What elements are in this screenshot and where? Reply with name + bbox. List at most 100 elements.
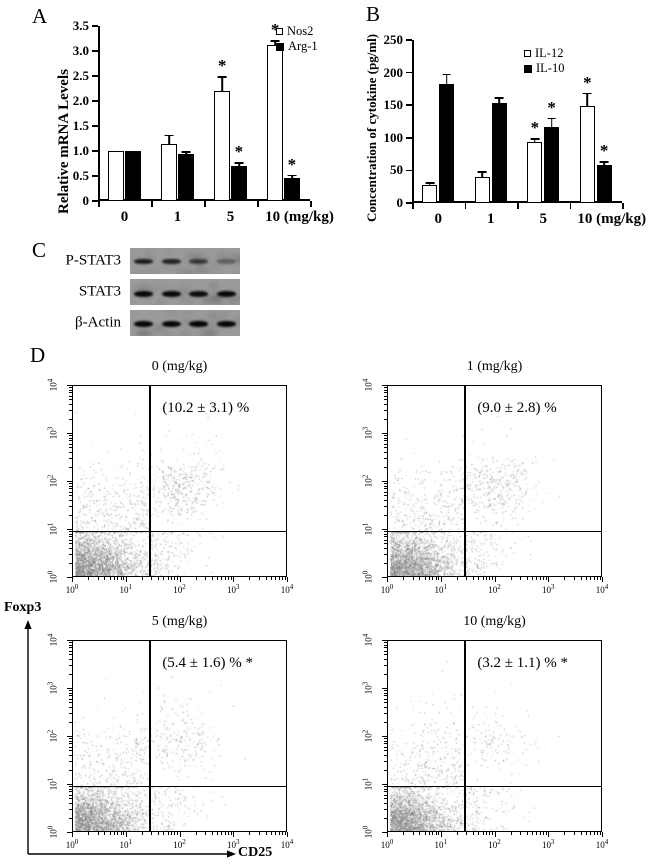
y-tick-label: 3.5 bbox=[72, 18, 89, 33]
x-axis-major-tick bbox=[179, 577, 181, 582]
y-axis-minor-tick bbox=[384, 389, 387, 391]
y-axis-minor-tick bbox=[69, 738, 72, 740]
bar-il-10-5 bbox=[544, 126, 560, 203]
x-axis-minor-tick bbox=[224, 577, 226, 580]
y-axis-minor-tick bbox=[384, 755, 387, 757]
y-axis-minor-tick bbox=[384, 458, 387, 460]
blot-background-noise bbox=[228, 301, 235, 304]
y-axis-major-tick bbox=[67, 784, 72, 786]
y-axis-minor-tick bbox=[384, 788, 387, 790]
x-axis-tick-label: 100 bbox=[380, 583, 394, 595]
blot-background-noise bbox=[209, 324, 224, 332]
y-tick-label: 100 bbox=[383, 129, 404, 145]
error-bar bbox=[586, 92, 589, 106]
flow-percentage-label: (3.2 ± 1.1) % * bbox=[477, 655, 569, 671]
x-axis-major-tick bbox=[602, 832, 604, 837]
x-axis-minor-tick bbox=[596, 832, 598, 835]
x-axis-tick-label: 101 bbox=[119, 838, 133, 850]
x-axis-minor-tick bbox=[174, 832, 176, 835]
x-axis-minor-tick bbox=[221, 577, 223, 580]
x-axis-minor-tick bbox=[167, 832, 169, 835]
blot-background-noise bbox=[236, 255, 240, 265]
x-axis-minor-tick bbox=[151, 577, 153, 580]
gate-line-vertical bbox=[464, 386, 466, 576]
x-axis-minor-tick bbox=[228, 577, 230, 580]
bar-il-10-0 bbox=[439, 84, 455, 203]
y-axis-minor-tick bbox=[69, 437, 72, 439]
x-axis-minor-tick bbox=[593, 832, 595, 835]
x-axis-minor-tick bbox=[428, 832, 430, 835]
x-axis-minor-tick bbox=[545, 832, 547, 835]
blot-background-noise bbox=[134, 331, 153, 336]
blot-background-noise bbox=[201, 297, 212, 303]
y-axis-tick-label: 101 bbox=[46, 522, 59, 536]
x-axis-minor-tick bbox=[158, 577, 160, 580]
significance-star: * bbox=[583, 72, 592, 92]
y-axis-minor-tick bbox=[69, 803, 72, 805]
y-tick-label: 150 bbox=[383, 97, 404, 113]
blot-background-noise bbox=[212, 318, 224, 323]
y-axis-minor-tick bbox=[69, 404, 72, 406]
x-tick bbox=[257, 201, 259, 207]
x-axis-minor-tick bbox=[486, 577, 488, 580]
bar-il-10-1 bbox=[491, 102, 507, 203]
x-axis-minor-tick bbox=[403, 577, 405, 580]
panel-b-legend: IL-12 IL-10 bbox=[524, 46, 564, 76]
y-tick-label: 1.5 bbox=[72, 118, 89, 133]
x-axis-minor-tick bbox=[412, 832, 414, 835]
y-axis-minor-tick bbox=[384, 531, 387, 533]
x-tick-label: 10 (mg/kg) bbox=[577, 211, 647, 227]
x-axis-minor-tick bbox=[195, 832, 197, 835]
x-axis-minor-tick bbox=[432, 577, 434, 580]
gate-line-horizontal bbox=[388, 785, 601, 788]
blot-background-noise bbox=[165, 249, 174, 253]
y-axis-minor-tick bbox=[384, 721, 387, 723]
error-bar bbox=[168, 134, 170, 144]
blot-background-noise bbox=[176, 286, 181, 291]
x-axis-minor-tick bbox=[539, 577, 541, 580]
significance-star: * bbox=[599, 141, 609, 161]
x-axis-minor-tick bbox=[482, 832, 484, 835]
y-axis-major-tick bbox=[67, 640, 72, 642]
x-axis-minor-tick bbox=[510, 577, 512, 580]
blot-band bbox=[161, 290, 181, 298]
blot-background-noise bbox=[145, 269, 161, 274]
flow-plot-area bbox=[387, 640, 602, 832]
y-axis-tick-label: 104 bbox=[46, 378, 59, 392]
error-bar bbox=[445, 73, 448, 85]
y-axis-minor-tick bbox=[384, 491, 387, 493]
y-axis-minor-tick bbox=[69, 514, 72, 516]
blot-background-noise bbox=[165, 310, 179, 315]
y-axis-minor-tick bbox=[384, 536, 387, 538]
y-axis-major-tick bbox=[382, 481, 387, 483]
error-bar bbox=[603, 161, 605, 165]
x-axis-minor-tick bbox=[573, 832, 575, 835]
y-axis-minor-tick bbox=[69, 702, 72, 704]
blot-background-noise bbox=[144, 248, 151, 258]
y-axis-minor-tick bbox=[384, 392, 387, 394]
error-bar bbox=[429, 182, 431, 186]
x-axis-minor-tick bbox=[281, 577, 283, 580]
x-axis-tick-label: 102 bbox=[173, 838, 186, 850]
significance-star: * bbox=[217, 56, 227, 75]
x-axis-minor-tick bbox=[211, 832, 213, 835]
y-axis-minor-tick bbox=[69, 707, 72, 709]
y-axis-minor-tick bbox=[69, 539, 72, 541]
y-axis-minor-tick bbox=[69, 410, 72, 412]
y-tick bbox=[406, 104, 412, 106]
y-axis-minor-tick bbox=[384, 673, 387, 675]
flow-plot-title: 10 (mg/kg) bbox=[463, 614, 526, 629]
x-axis-major-tick bbox=[125, 832, 127, 837]
y-axis-minor-tick bbox=[384, 665, 387, 667]
blot-background-noise bbox=[192, 332, 210, 336]
bar-il-10-10 bbox=[596, 164, 612, 203]
x-axis-major-tick bbox=[440, 832, 442, 837]
x-axis-minor-tick bbox=[163, 832, 165, 835]
flow-plot-title: 1 (mg/kg) bbox=[466, 359, 523, 374]
y-axis-minor-tick bbox=[384, 738, 387, 740]
y-axis-minor-tick bbox=[69, 387, 72, 389]
x-axis-tick-label: 101 bbox=[434, 583, 448, 595]
blot-background-noise bbox=[140, 330, 153, 334]
y-axis-minor-tick bbox=[69, 488, 72, 490]
panel-b-bar-chart: Concentration of cytokine (pg/ml) 0 50 100… bbox=[338, 14, 646, 227]
